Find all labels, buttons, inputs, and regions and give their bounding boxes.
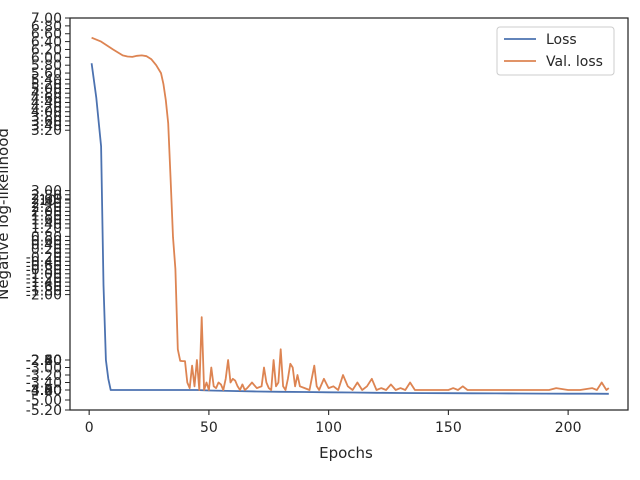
y-axis-label: Negative log-likelihood [0,128,12,300]
y-tick-label: 7.00 [31,11,62,27]
y-tick-label: -3.40 [26,376,62,392]
plot-lines [90,36,610,395]
legend-label-loss: Loss [546,32,577,48]
y-tick-label: 2.40 [31,196,62,212]
x-tick-label: 150 [435,420,462,436]
series-line-val-loss [91,36,610,391]
y-tick-label: -1.40 [26,275,62,291]
y-tick-label: -2.80 [26,353,62,369]
y-tick-label: 2.20 [31,200,62,216]
y-tick-label: -4.40 [26,383,62,399]
y-tick-label: 3.80 [31,109,62,125]
y-tick-label: -1.20 [26,271,62,287]
series-line-loss [90,63,609,395]
y-tick-label: -4.00 [26,383,62,399]
legend-label-val-loss: Val. loss [546,54,603,70]
y-tick-label: 10⁰ [39,193,63,209]
y-tick-label: 2.00 [31,204,62,220]
x-axis-label: Epochs [319,444,373,462]
y-tick-label: 6.60 [31,27,62,43]
x-tick-label: 50 [200,420,218,436]
y-tick-label: 4.60 [31,91,62,107]
plot-frame [69,17,629,411]
y-axis-ticks: 3.002.802.602.402.202.001.801.601.401.20… [26,11,70,419]
y-tick-label: 6.80 [31,19,62,35]
y-tick-label: 5.80 [31,58,62,74]
y-tick-label: -4.80 [26,383,62,399]
y-tick-label: -3.60 [26,383,62,399]
y-tick-label: 6.20 [31,42,62,58]
y-tick-label: 1.20 [31,221,62,237]
y-tick-label: 3.40 [31,119,62,135]
x-tick-label: 0 [85,420,94,436]
y-tick-label: -1.60 [26,279,62,295]
y-tick-label: 1.80 [31,209,62,225]
y-tick-label: -3.20 [26,368,62,384]
legend: Loss Val. loss [496,26,615,76]
y-tick-label: -3.00 [26,361,62,377]
y-tick-label: 2.60 [31,192,62,208]
y-tick-label: 4.40 [31,95,62,111]
y-tick-label: 1.60 [31,213,62,229]
y-tick-label: -0.80 [26,263,62,279]
y-tick-label: 6.40 [31,35,62,51]
y-tick-label: 5.00 [31,82,62,98]
y-tick-label: 0.20 [31,242,62,258]
y-tick-label: -1.00 [26,267,62,283]
y-tick-label: 2.80 [31,188,62,204]
y-tick-label: 3.20 [31,123,62,139]
y-tick-label: -4.20 [26,383,62,399]
y-tick-label: 4.80 [31,86,62,102]
y-tick-label: -2.00 [26,288,62,304]
y-tick-label: -0.60 [26,258,62,274]
y-tick-label: -2.20 [26,353,62,369]
y-tick-label: -5.00 [26,393,62,409]
y-tick-label: -2.60 [26,353,62,369]
y-tick-label: -0.40 [26,254,62,270]
y-tick-label: -1.80 [26,283,62,299]
y-tick-label: 0.80 [31,229,62,245]
y-tick-label: 5.60 [31,66,62,82]
y-tick-label: 0.60 [31,234,62,250]
x-axis-ticks: 0 50 100 150 200 [85,410,582,436]
y-tick-label: 4.20 [31,100,62,116]
y-tick-label: 0 [53,246,62,262]
y-tick-label: -2.40 [26,353,62,369]
x-tick-label: 200 [555,420,582,436]
y-tick-label: 0.40 [31,238,62,254]
y-tick-label: -0.20 [26,250,62,266]
y-tick-label: 3.60 [31,114,62,130]
y-tick-label: 5.40 [31,72,62,88]
y-tick-label: 6.00 [31,50,62,66]
y-tick-label: 3.00 [31,184,62,200]
y-tick-label: 4.00 [31,105,62,121]
y-tick-label: -4.60 [26,383,62,399]
y-tick-label: -5.20 [26,403,62,419]
y-tick-label: 5.20 [31,77,62,93]
x-tick-label: 100 [315,420,342,436]
y-tick-label: 1.40 [31,217,62,233]
y-tick-label: -3.80 [26,383,62,399]
